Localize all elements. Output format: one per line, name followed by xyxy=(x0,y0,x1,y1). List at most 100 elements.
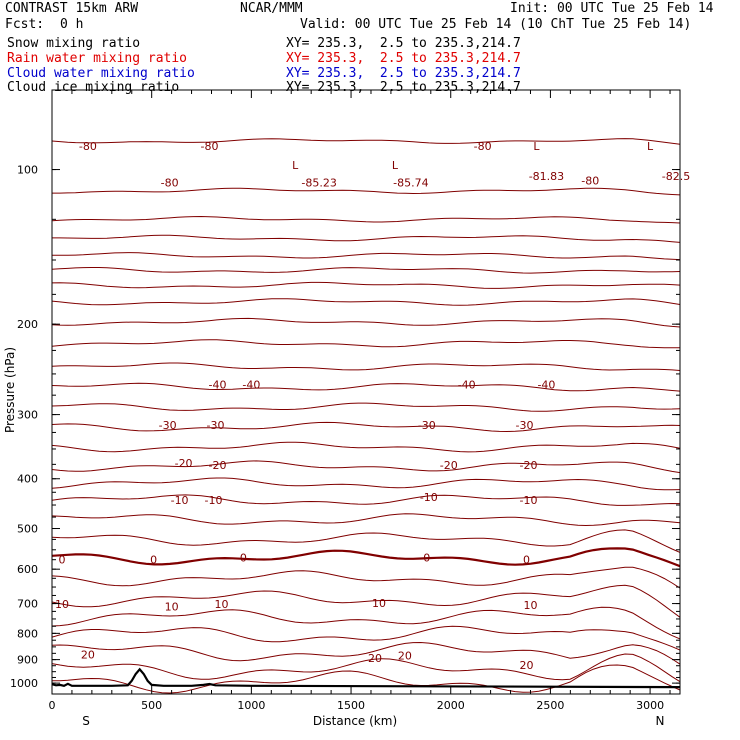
contour-line xyxy=(51,298,681,306)
legend-xy-rain: XY= 235.3, 2.5 to 235.3,214.7 xyxy=(286,51,521,66)
contour-line xyxy=(51,584,681,618)
contour-label: -80 xyxy=(474,140,492,153)
contour-label: -20 xyxy=(440,459,458,472)
legend-xy-cloud-ice: XY= 235.3, 2.5 to 235.3,214.7 xyxy=(286,80,521,95)
contour-line xyxy=(51,441,681,453)
contour-line xyxy=(52,234,681,243)
x-tick-label: 2500 xyxy=(536,699,564,712)
plot-frame xyxy=(51,89,681,695)
legend-xy-cloud-water: XY= 235.3, 2.5 to 235.3,214.7 xyxy=(286,66,521,81)
contour-label: -10 xyxy=(420,491,438,504)
contour-label: -20 xyxy=(175,457,193,470)
contour-label: L xyxy=(392,159,399,172)
y-tick-label: 400 xyxy=(17,473,38,486)
contour-label: 0 xyxy=(150,554,157,567)
legend-xy-snow: XY= 235.3, 2.5 to 235.3,214.7 xyxy=(286,36,521,51)
contour-label: -85.23 xyxy=(301,177,336,190)
y-tick-label: 1000 xyxy=(10,677,38,690)
contour-label: -40 xyxy=(537,378,555,391)
contour-label: -80 xyxy=(581,174,599,187)
legend-label-cloud-water: Cloud water mixing ratio xyxy=(7,66,195,81)
contour-line xyxy=(51,252,681,261)
model-title: CONTRAST 15km ARW xyxy=(5,1,139,16)
contour-label: -40 xyxy=(458,378,476,391)
contour-label: -85.74 xyxy=(393,177,428,190)
org-title: NCAR/MMM xyxy=(240,1,303,16)
valid-time: Valid: 00 UTC Tue 25 Feb 14 (10 ChT Tue … xyxy=(300,17,692,32)
fcst-label: Fcst: xyxy=(5,17,45,32)
contour-label: L xyxy=(292,159,299,172)
contour-label: 10 xyxy=(523,599,537,612)
y-tick-label: 600 xyxy=(17,563,38,576)
contour-line xyxy=(51,625,681,651)
contour-line xyxy=(51,267,681,274)
contour-line xyxy=(51,664,681,694)
contour-line xyxy=(51,494,681,506)
x-tick-label: 500 xyxy=(141,699,162,712)
init-time: Init: 00 UTC Tue 25 Feb 14 xyxy=(510,1,714,16)
contour-label: -10 xyxy=(171,494,189,507)
contour-label: -40 xyxy=(208,378,226,391)
contour-labels: -80 -80-80 -80-80L-85.23L-85.74L-81.83L-82… xyxy=(55,140,690,672)
x-tick-label: 0 xyxy=(49,699,56,712)
contour-label: -30 xyxy=(418,419,436,432)
contour-label: 20 xyxy=(81,649,95,662)
contour-label: -40 xyxy=(242,378,260,391)
contour-line xyxy=(51,460,681,474)
contour-line xyxy=(51,215,681,224)
y-tick-label: 300 xyxy=(17,409,38,422)
contour-line xyxy=(51,339,681,349)
contour-label: -20 xyxy=(208,459,226,472)
contour-label: -80 xyxy=(79,140,97,153)
contour-label: -30 xyxy=(516,419,534,432)
terrain-line xyxy=(51,667,681,689)
x-axis: 0 500 1000 1500 2000 2500 3000 xyxy=(49,90,671,712)
contour-line xyxy=(51,606,681,640)
contour-label: 0 xyxy=(58,554,65,567)
x-tick-label: 3000 xyxy=(636,699,664,712)
x-end-label-left: S xyxy=(82,714,90,728)
contour-line xyxy=(51,421,681,433)
contour-label: 20 xyxy=(398,649,412,662)
y-tick-label: 100 xyxy=(17,164,38,177)
contour-label: -80 xyxy=(161,177,179,190)
legend-label-snow: Snow mixing ratio xyxy=(7,36,141,51)
contour-label: 0 xyxy=(523,554,530,567)
contour-label: -80 xyxy=(201,140,219,153)
contour-label: 10 xyxy=(55,598,69,611)
contour-label: 10 xyxy=(165,601,179,614)
contour-label: -10 xyxy=(205,494,223,507)
contour-line xyxy=(51,566,681,589)
contour-line xyxy=(51,477,681,491)
contour-line xyxy=(51,138,681,145)
terrain xyxy=(51,667,681,689)
y-tick-label: 200 xyxy=(17,318,38,331)
x-tick-label: 2000 xyxy=(437,699,465,712)
y-tick-label: 700 xyxy=(17,598,38,611)
contour-label: -20 xyxy=(519,459,537,472)
contour-label: -30 xyxy=(206,419,224,432)
contour-line xyxy=(51,402,681,412)
x-axis-label: Distance (km) xyxy=(313,714,397,728)
contour-lines xyxy=(51,138,681,694)
contour-label: 20 xyxy=(368,652,382,665)
contour-line xyxy=(51,317,681,328)
x-tick-label: 1000 xyxy=(237,699,265,712)
legend-label-cloud-ice: Cloud ice mixing ratio xyxy=(7,80,180,95)
contour-label: 10 xyxy=(214,598,228,611)
contour-line xyxy=(51,513,681,527)
y-tick-label: 800 xyxy=(17,627,38,640)
x-tick-label: 1500 xyxy=(337,699,365,712)
x-end-label-right: N xyxy=(656,714,665,728)
contour-label: 20 xyxy=(519,659,533,672)
contour-line xyxy=(51,529,681,553)
contour-label: 0 xyxy=(240,552,247,565)
contour-line xyxy=(51,362,681,371)
contour-line xyxy=(51,547,681,568)
contour-label: -82.5 xyxy=(662,170,690,183)
contour-label: 0 xyxy=(423,552,430,565)
contour-label: 10 xyxy=(372,597,386,610)
contour-label: L xyxy=(533,140,540,153)
y-tick-label: 900 xyxy=(17,654,38,667)
